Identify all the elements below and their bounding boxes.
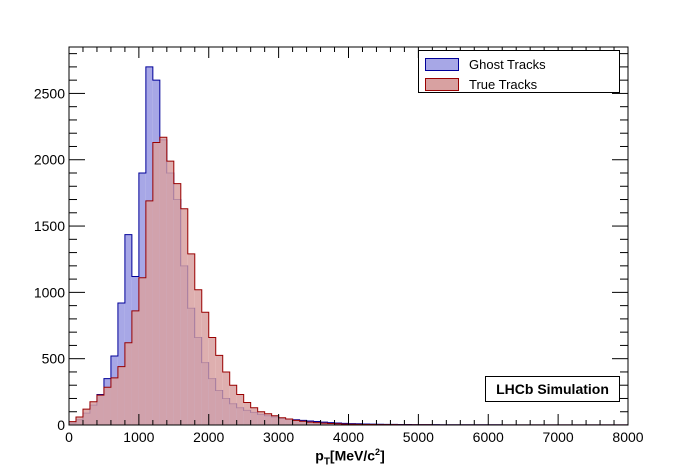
bar-true-31: [285, 419, 293, 425]
x-title-sup: 2: [375, 447, 381, 457]
bar-true-19: [201, 312, 209, 425]
bar-true-5: [103, 387, 111, 425]
bar-true-34: [306, 422, 314, 425]
y-axis: 0 500 1000 1500 2000 2500: [34, 53, 628, 433]
bar-true-32: [292, 420, 300, 425]
x-tick-label-4: 4000: [333, 429, 364, 445]
bar-true-23: [229, 385, 237, 425]
y-tick-label-3: 1500: [34, 218, 65, 234]
x-tick-label-2: 2000: [193, 429, 224, 445]
bar-true-1: [75, 417, 83, 425]
bar-true-29: [271, 415, 279, 425]
bar-true-15: [173, 183, 181, 425]
x-tick-label-3: 3000: [263, 429, 294, 445]
legend-label-ghost: Ghost Tracks: [469, 56, 546, 72]
bar-true-35: [313, 422, 321, 425]
x-title-p: p: [315, 447, 324, 464]
y-tick-label-5: 2500: [34, 85, 65, 101]
legend: Ghost Tracks True Tracks: [418, 50, 620, 93]
bar-true-26: [250, 407, 258, 425]
x-title-unit: [MeV/c: [329, 447, 376, 464]
y-tick-label-2: 1000: [34, 284, 65, 300]
bar-true-9: [131, 310, 139, 425]
x-tick-label-7: 7000: [543, 429, 574, 445]
bar-true-25: [243, 402, 251, 425]
lhcb-simulation-label: LHCb Simulation: [485, 376, 620, 402]
bar-true-38: [334, 423, 342, 425]
bar-true-37: [327, 423, 335, 425]
bar-true-18: [194, 289, 202, 425]
x-tick-label-6: 6000: [473, 429, 504, 445]
bar-true-3: [89, 401, 97, 425]
bar-true-12: [152, 142, 160, 425]
x-tick-label-5: 5000: [403, 429, 434, 445]
bar-true-33: [299, 421, 307, 425]
y-tick-label-4: 2000: [34, 152, 65, 168]
legend-item-true: True Tracks: [425, 76, 537, 92]
bar-true-10: [138, 277, 146, 425]
x-tick-label-8: 8000: [612, 429, 643, 445]
bar-true-27: [257, 411, 265, 425]
legend-swatch-ghost: [425, 57, 459, 71]
bar-true-21: [215, 355, 223, 425]
y-tick-label-0: 0: [57, 417, 65, 433]
bar-true-28: [264, 413, 272, 425]
x-axis-title: pT[MeV/c2]: [300, 447, 400, 467]
bar-ghost-8: [124, 234, 132, 425]
legend-swatch-true: [425, 77, 459, 91]
bar-true-24: [236, 394, 244, 425]
bar-true-4: [96, 395, 104, 425]
bar-true-13: [159, 137, 167, 426]
bar-true-0: [69, 421, 76, 425]
bar-true-6: [110, 377, 118, 425]
series-true-tracks: [68, 136, 629, 426]
x-title-end: ]: [380, 447, 385, 464]
x-tick-label-1: 1000: [123, 429, 154, 445]
x-axis: 0 1000 2000 3000 4000 5000 6000 7000 8000: [65, 47, 644, 445]
bar-ghost-7: [117, 302, 125, 425]
bar-true-11: [145, 200, 153, 425]
x-title-sub: T: [323, 456, 330, 468]
bar-true-2: [82, 409, 90, 425]
bar-true-8: [124, 342, 132, 425]
bar-true-17: [187, 253, 195, 425]
bar-true-7: [117, 366, 125, 425]
bar-true-16: [180, 208, 188, 425]
bar-true-30: [278, 417, 286, 425]
bar-true-36: [320, 423, 328, 425]
bar-true-20: [208, 337, 216, 425]
bar-true-22: [222, 371, 230, 425]
y-tick-label-1: 500: [42, 351, 66, 367]
bar-true-14: [166, 161, 174, 425]
legend-label-true: True Tracks: [469, 76, 538, 92]
legend-item-ghost: Ghost Tracks: [425, 56, 546, 72]
x-tick-label-0: 0: [65, 429, 73, 445]
